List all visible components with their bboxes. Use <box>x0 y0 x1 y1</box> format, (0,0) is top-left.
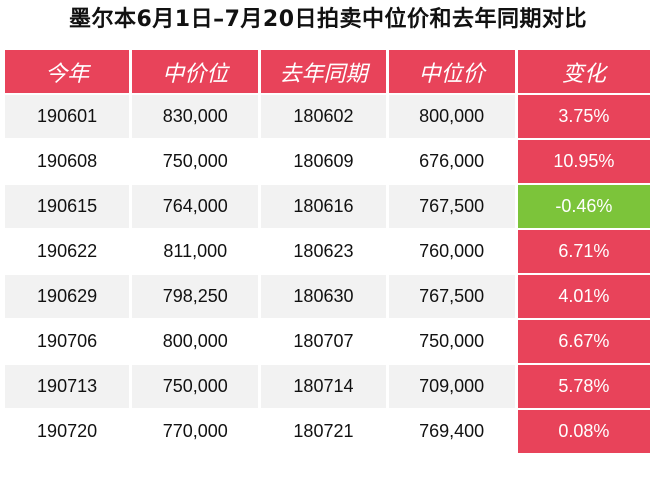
cell-median-this-year: 800,000 <box>132 320 259 363</box>
cell-last-year-period: 180630 <box>261 275 386 318</box>
cell-change: 6.67% <box>517 320 650 363</box>
cell-last-year-period: 180721 <box>261 410 386 453</box>
cell-change: 5.78% <box>517 365 650 408</box>
cell-median-this-year: 798,250 <box>132 275 259 318</box>
table-row: 190720 770,000 180721 769,400 0.08% <box>5 410 650 453</box>
cell-median-last-year: 767,500 <box>388 185 515 228</box>
cell-median-this-year: 750,000 <box>132 140 259 183</box>
cell-this-year: 190713 <box>5 365 130 408</box>
cell-median-last-year: 760,000 <box>388 230 515 273</box>
cell-median-this-year: 750,000 <box>132 365 259 408</box>
cell-median-last-year: 709,000 <box>388 365 515 408</box>
table-row: 190601 830,000 180602 800,000 3.75% <box>5 95 650 138</box>
cell-this-year: 190608 <box>5 140 130 183</box>
comparison-table: 今年 中价位 去年同期 中位价 变化 190601 830,000 180602 80… <box>2 48 653 455</box>
cell-median-last-year: 769,400 <box>388 410 515 453</box>
table-row: 190615 764,000 180616 767,500 -0.46% <box>5 185 650 228</box>
cell-change: 10.95% <box>517 140 650 183</box>
cell-last-year-period: 180609 <box>261 140 386 183</box>
cell-median-this-year: 764,000 <box>132 185 259 228</box>
table-row: 190629 798,250 180630 767,500 4.01% <box>5 275 650 318</box>
cell-median-this-year: 830,000 <box>132 95 259 138</box>
header-this-year: 今年 <box>5 50 130 93</box>
table-row: 190608 750,000 180609 676,000 10.95% <box>5 140 650 183</box>
cell-last-year-period: 180602 <box>261 95 386 138</box>
table-row: 190622 811,000 180623 760,000 6.71% <box>5 230 650 273</box>
header-change: 变化 <box>517 50 650 93</box>
header-row: 今年 中价位 去年同期 中位价 变化 <box>5 50 650 93</box>
cell-this-year: 190615 <box>5 185 130 228</box>
header-median-this-year: 中价位 <box>132 50 259 93</box>
cell-median-last-year: 676,000 <box>388 140 515 183</box>
header-median-last-year: 中位价 <box>388 50 515 93</box>
cell-change: 4.01% <box>517 275 650 318</box>
cell-this-year: 190622 <box>5 230 130 273</box>
cell-change: 0.08% <box>517 410 650 453</box>
cell-this-year: 190706 <box>5 320 130 363</box>
cell-change: 3.75% <box>517 95 650 138</box>
table-row: 190706 800,000 180707 750,000 6.67% <box>5 320 650 363</box>
cell-this-year: 190629 <box>5 275 130 318</box>
cell-this-year: 190601 <box>5 95 130 138</box>
cell-median-last-year: 800,000 <box>388 95 515 138</box>
page-title: 墨尔本6月1日–7月20日拍卖中位价和去年同期对比 <box>68 7 588 32</box>
cell-median-this-year: 811,000 <box>132 230 259 273</box>
header-last-year-period: 去年同期 <box>261 50 386 93</box>
cell-median-this-year: 770,000 <box>132 410 259 453</box>
cell-last-year-period: 180616 <box>261 185 386 228</box>
cell-last-year-period: 180707 <box>261 320 386 363</box>
cell-median-last-year: 750,000 <box>388 320 515 363</box>
cell-last-year-period: 180623 <box>261 230 386 273</box>
cell-median-last-year: 767,500 <box>388 275 515 318</box>
cell-change: -0.46% <box>517 185 650 228</box>
cell-this-year: 190720 <box>5 410 130 453</box>
table-row: 190713 750,000 180714 709,000 5.78% <box>5 365 650 408</box>
cell-last-year-period: 180714 <box>261 365 386 408</box>
cell-change: 6.71% <box>517 230 650 273</box>
